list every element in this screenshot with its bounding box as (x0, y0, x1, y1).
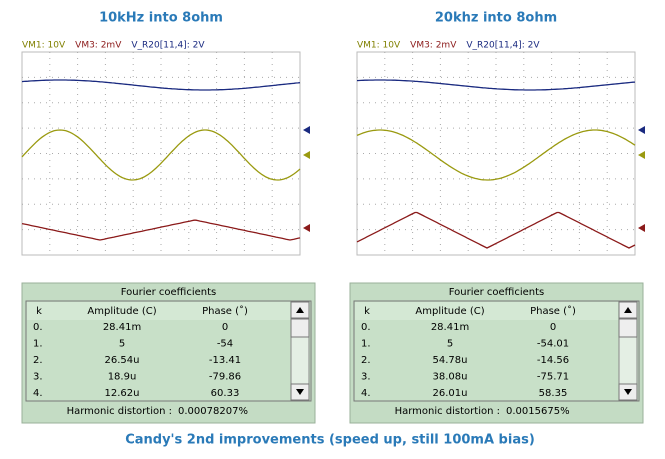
table-cell: 38.08u (433, 372, 468, 383)
arrow-up (296, 307, 304, 313)
table-cell: 5 (447, 339, 453, 350)
channel-marker (303, 224, 310, 232)
table-cell: 60.33 (211, 388, 240, 399)
table-cell: 58.35 (539, 388, 568, 399)
trace-vm1 (21, 129, 301, 181)
table-cell: -54.01 (537, 339, 569, 350)
trace-vm3 (21, 219, 301, 241)
trace-vr20 (21, 79, 301, 91)
scroll-thumb[interactable] (290, 318, 310, 338)
column-header: Phase (˚) (202, 305, 248, 317)
table-cell: -79.86 (209, 372, 241, 383)
column-header: Amplitude (C) (87, 306, 156, 317)
legend-label: VM3: 2mV (75, 41, 122, 51)
table-header (355, 302, 618, 320)
channel-marker (638, 126, 645, 134)
table-cell: 1. (33, 339, 43, 350)
distortion-label: Harmonic distortion : (395, 406, 500, 417)
arrow-up (624, 307, 632, 313)
table-cell: 4. (33, 388, 43, 399)
table-cell: 4. (361, 388, 371, 399)
table-cell: 28.41m (431, 322, 469, 333)
scope-title: 10kHz into 8ohm (99, 11, 223, 26)
table-header (27, 302, 290, 320)
table-cell: 18.9u (108, 372, 137, 383)
table-cell: 2. (361, 355, 371, 366)
column-header: Amplitude (C) (415, 306, 484, 317)
table-cell: 0 (222, 322, 228, 333)
table-cell: 54.78u (433, 355, 468, 366)
trace-vm1 (356, 129, 636, 181)
table-cell: 1. (361, 339, 371, 350)
scroll-thumb[interactable] (618, 318, 638, 338)
legend-label: V_R20[11,4]: 2V (466, 41, 540, 51)
arrow-down (296, 389, 304, 395)
legend-label: VM1: 10V (357, 41, 401, 51)
table-cell: 26.54u (105, 355, 140, 366)
table-cell: 26.01u (433, 388, 468, 399)
table-cell: 28.41m (103, 322, 141, 333)
table-cell: 2. (33, 355, 43, 366)
fourier-title: Fourier coefficients (121, 287, 217, 298)
trace-vm3 (356, 211, 636, 249)
table-cell: -13.41 (209, 355, 241, 366)
channel-marker (303, 126, 310, 134)
distortion-label: Harmonic distortion : (67, 406, 172, 417)
distortion-value: 0.00078207% (178, 406, 248, 417)
table-cell: 3. (33, 372, 43, 383)
table-cell: -54 (217, 339, 233, 350)
channel-marker (638, 224, 645, 232)
channel-marker (303, 151, 310, 159)
legend-label: VM1: 10V (22, 41, 66, 51)
arrow-down (624, 389, 632, 395)
column-header: k (364, 306, 370, 317)
legend-label: V_R20[11,4]: 2V (131, 41, 205, 51)
table-cell: -14.56 (537, 355, 569, 366)
legend-label: VM3: 2mV (410, 41, 457, 51)
column-header: k (36, 306, 42, 317)
table-cell: 12.62u (105, 388, 140, 399)
scope-title: 20khz into 8ohm (435, 11, 557, 26)
table-cell: 5 (119, 339, 125, 350)
table-cell: 3. (361, 372, 371, 383)
distortion-value: 0.0015675% (506, 406, 570, 417)
channel-marker (638, 151, 645, 159)
fourier-title: Fourier coefficients (449, 287, 545, 298)
column-header: Phase (˚) (530, 305, 576, 317)
table-cell: 0. (361, 322, 371, 333)
table-cell: 0 (550, 322, 556, 333)
table-cell: -75.71 (537, 372, 569, 383)
trace-vr20 (356, 79, 636, 91)
table-cell: 0. (33, 322, 43, 333)
caption: Candy's 2nd improvements (speed up, stil… (125, 433, 535, 448)
